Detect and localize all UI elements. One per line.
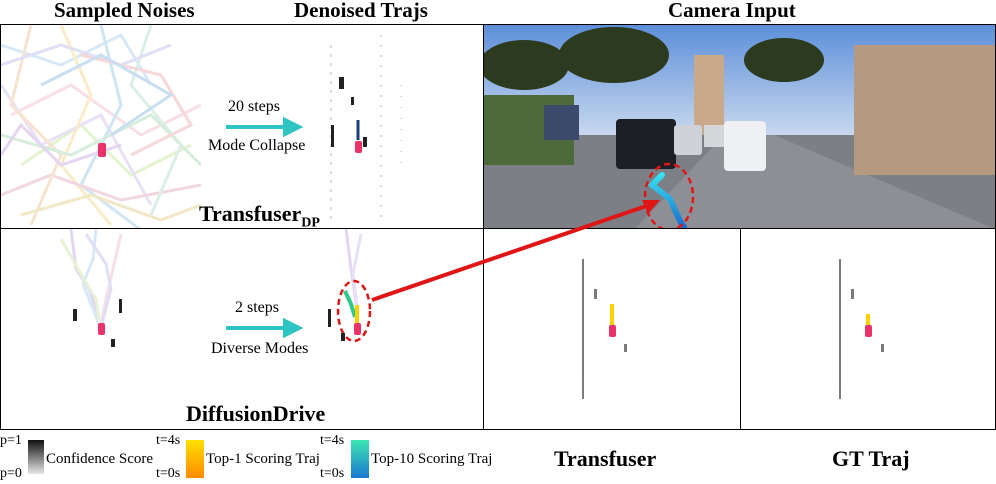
conf-bottom-label: p=0 <box>0 466 22 481</box>
model-name-top: TransfuserDP <box>199 201 320 229</box>
mode-label-bottom: Diverse Modes <box>211 340 309 357</box>
ego-car-icon <box>98 323 105 335</box>
panel-transfuser <box>483 228 741 430</box>
top10-label: Top-10 Scoring Traj <box>371 451 493 467</box>
top1-t-bottom: t=0s <box>156 466 181 481</box>
ego-car-icon <box>865 325 872 337</box>
top1-t-top: t=4s <box>156 433 181 448</box>
top1-colorbar <box>186 440 204 478</box>
sampled-noise-lines <box>1 25 402 228</box>
top10-t-top: t=4s <box>320 433 345 448</box>
top10-colorbar <box>351 440 369 478</box>
top1-label: Top-1 Scoring Traj <box>206 451 320 467</box>
header-camera-input: Camera Input <box>668 0 796 22</box>
ego-car-icon <box>355 141 362 153</box>
mode-label-top: Mode Collapse <box>208 137 306 154</box>
ego-car-icon <box>354 323 361 335</box>
top10-t-bottom: t=0s <box>320 466 345 481</box>
header-sampled-noises: Sampled Noises <box>54 0 195 22</box>
diffusiondrive-sketch <box>59 229 372 347</box>
confidence-colorbar <box>28 440 44 474</box>
steps-label-bottom: 2 steps <box>235 299 279 316</box>
steps-label-top: 20 steps <box>228 98 280 115</box>
caption-transfuser: Transfuser <box>554 446 657 471</box>
gt-traj-sketch <box>839 259 884 399</box>
panel-gt-traj <box>740 228 996 430</box>
camera-image <box>484 25 995 228</box>
panel-transfuser-dp: 20 steps Mode Collapse TransfuserDP <box>0 24 484 229</box>
ego-car-icon <box>609 325 616 337</box>
panel-diffusiondrive: 2 steps Diverse Modes DiffusionDrive <box>0 228 484 430</box>
caption-gt-traj: GT Traj <box>832 446 910 471</box>
conf-label: Confidence Score <box>46 451 154 467</box>
transfuser-sketch <box>582 259 627 399</box>
model-name-bottom: DiffusionDrive <box>186 401 326 426</box>
ego-car-icon <box>98 143 106 157</box>
header-denoised-trajs: Denoised Trajs <box>294 0 428 22</box>
camera-input-panel <box>483 24 996 229</box>
conf-top-label: p=1 <box>0 433 22 448</box>
